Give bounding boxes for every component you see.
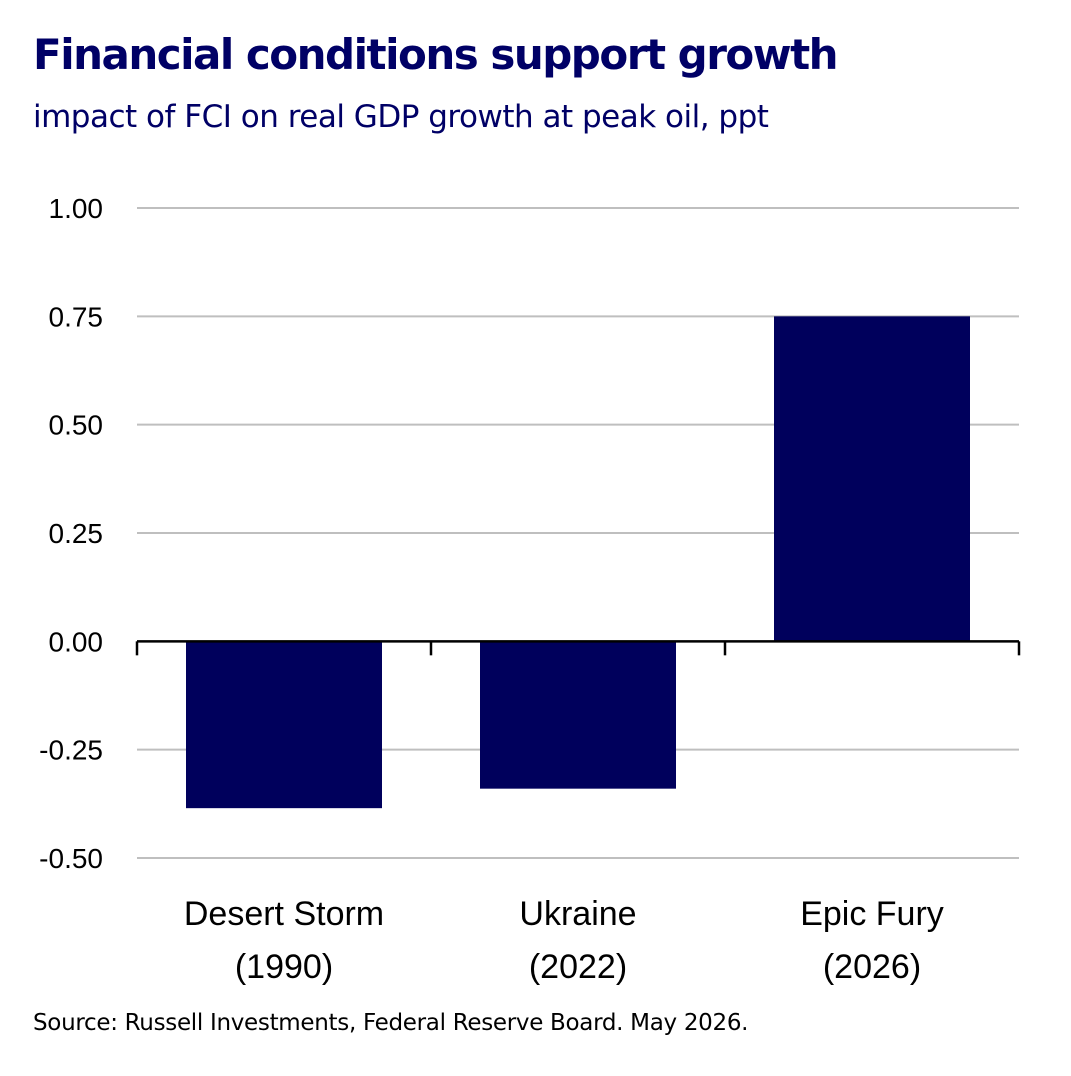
- x-axis: [135, 640, 1021, 656]
- x-axis-category-labels: Desert Storm (1990) Ukraine (2022) Epic Fury…: [184, 895, 944, 986]
- y-axis-tick-labels: 1.00 0.75 0.50 0.25 0.00 -0.25 -0.50: [39, 193, 103, 874]
- chart-subtitle: impact of FCI on real GDP growth at peak…: [33, 99, 769, 135]
- x-category-label: Desert Storm (1990): [184, 895, 384, 986]
- bar: [774, 316, 970, 642]
- source-note: Source: Russell Investments, Federal Res…: [33, 1010, 749, 1036]
- bar-chart: 1.00 0.75 0.50 0.25 0.00 -0.25 -0.50 Desert St…: [39, 193, 1021, 986]
- chart-title: Financial conditions support growth: [33, 30, 839, 79]
- y-tick-label: 0.00: [49, 626, 104, 657]
- y-tick-label: 0.50: [49, 410, 104, 441]
- x-category-label-line: Ukraine: [519, 895, 636, 933]
- bars: [186, 316, 970, 809]
- bar: [480, 641, 676, 789]
- x-category-label-line: (2022): [529, 948, 627, 986]
- bar: [186, 641, 382, 809]
- y-tick-label: 1.00: [49, 193, 104, 224]
- y-tick-label: -0.50: [39, 843, 103, 874]
- x-category-label-line: (2026): [823, 948, 921, 986]
- y-tick-label: -0.25: [39, 735, 103, 766]
- x-category-label: Epic Fury (2026): [800, 895, 944, 986]
- y-tick-label: 0.75: [49, 301, 104, 332]
- x-category-label: Ukraine (2022): [519, 895, 636, 986]
- x-category-label-line: Epic Fury: [800, 895, 944, 933]
- x-category-label-line: Desert Storm: [184, 895, 384, 933]
- x-category-label-line: (1990): [235, 948, 333, 986]
- y-tick-label: 0.25: [49, 518, 104, 549]
